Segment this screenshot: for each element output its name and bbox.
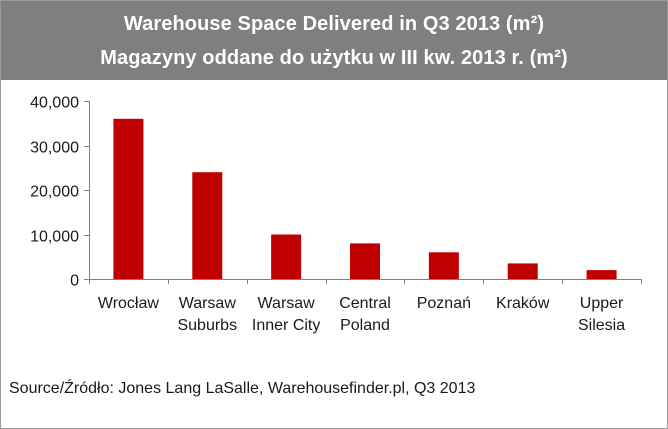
bar <box>586 270 617 279</box>
x-tick-label-line: Warsaw <box>179 295 237 312</box>
bar <box>428 252 459 279</box>
chart-subtitle: Magazyny oddane do użytku w III kw. 2013… <box>100 47 568 69</box>
x-tick-label-line: Silesia <box>578 317 625 334</box>
y-tick-label: 0 <box>70 273 79 290</box>
bar <box>113 118 144 279</box>
x-tick-label: Kraków <box>496 295 550 312</box>
y-tick-label: 40,000 <box>30 95 79 112</box>
x-tick-label: Wrocław <box>98 295 159 312</box>
x-tick-label: Central Poland <box>339 295 391 334</box>
x-tick-label-line: Inner City <box>252 317 320 334</box>
x-tick-label-line: Upper <box>580 295 624 312</box>
x-tick-label-line: Wrocław <box>98 295 159 312</box>
x-tick-label-line: Central <box>339 295 391 312</box>
x-tick-label: Poznań <box>417 295 471 312</box>
bar <box>350 243 380 279</box>
bar <box>507 263 538 279</box>
chart-header: Warehouse Space Delivered in Q3 2013 (m²… <box>1 1 667 80</box>
source-note: Source/Źródło: Jones Lang LaSalle, Wareh… <box>9 380 476 397</box>
bar-chart: 0 10,000 20,000 30,000 40,000 Wrocław Warsaw S… <box>30 95 642 334</box>
bars <box>113 118 617 279</box>
x-tick-label: Warsaw Suburbs <box>177 295 237 334</box>
x-axis: Wrocław Warsaw Suburbs Warsaw Inner City Cent… <box>89 279 642 334</box>
chart-title: Warehouse Space Delivered in Q3 2013 (m²… <box>123 13 545 35</box>
y-tick-label: 20,000 <box>30 184 79 201</box>
x-tick-label: Upper Silesia <box>578 295 625 334</box>
y-tick-label: 30,000 <box>30 140 79 157</box>
x-tick-label-line: Poznań <box>417 295 471 312</box>
x-tick-label-line: Poland <box>340 317 390 334</box>
x-tick-label: Warsaw Inner City <box>252 295 320 334</box>
bar <box>192 172 223 279</box>
x-tick-label-line: Warsaw <box>258 295 316 312</box>
y-axis: 0 10,000 20,000 30,000 40,000 <box>30 95 90 290</box>
bar <box>271 234 302 279</box>
x-tick-label-line: Suburbs <box>177 317 237 334</box>
x-tick-label-line: Kraków <box>496 295 550 312</box>
y-tick-label: 10,000 <box>30 229 79 246</box>
